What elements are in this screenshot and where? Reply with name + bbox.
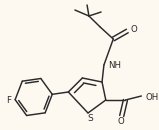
Text: O: O	[130, 24, 137, 34]
Text: NH: NH	[109, 60, 122, 70]
Text: S: S	[87, 113, 93, 122]
Text: O: O	[117, 116, 124, 125]
Text: F: F	[6, 96, 11, 105]
Text: OH: OH	[145, 93, 158, 102]
